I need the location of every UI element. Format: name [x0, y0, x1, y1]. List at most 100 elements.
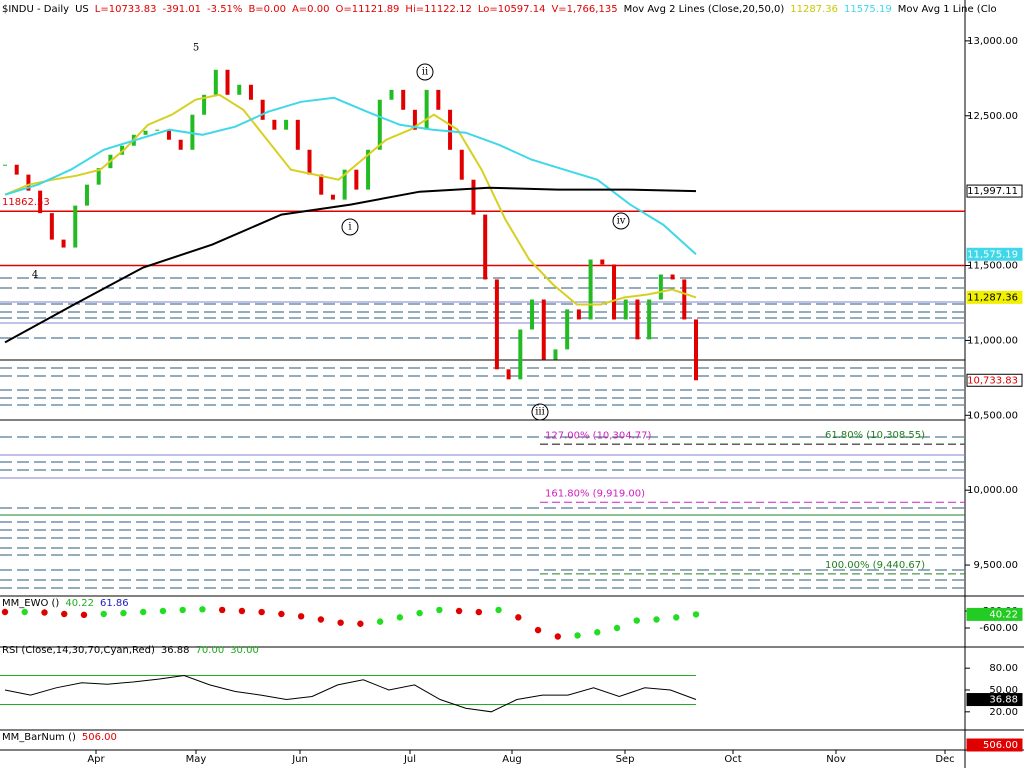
header-item: 36.88: [161, 645, 190, 656]
candle: [155, 129, 160, 131]
candle: [682, 279, 687, 320]
candle: [284, 119, 289, 130]
ewo-dot: [218, 606, 226, 614]
candle: [612, 264, 617, 320]
horizontal-line-label: 11862.53: [2, 197, 50, 208]
pane-header: MM_BarNum () 506.00: [2, 732, 117, 743]
candle: [436, 89, 441, 110]
candle: [623, 299, 628, 320]
candle: [377, 99, 382, 150]
header-item: Lo=10597.14: [478, 4, 546, 15]
ewo-dot: [574, 632, 581, 639]
value-tag-label: 11,575.19: [967, 249, 1018, 260]
candle: [389, 89, 394, 100]
candle: [600, 259, 605, 265]
ewo-dot: [297, 613, 305, 620]
ewo-dot: [475, 608, 483, 616]
candle: [670, 274, 675, 280]
candle: [412, 109, 417, 130]
ewo-dot: [376, 618, 384, 625]
candle: [506, 369, 511, 380]
candle: [471, 179, 476, 215]
value-tag-label: 36.88: [989, 695, 1018, 706]
candle: [553, 349, 558, 360]
ewo-dot: [534, 626, 542, 634]
fib-label: 61.80% (10,308.55): [825, 430, 925, 441]
value-tag-label: 40.22: [989, 609, 1018, 620]
ewo-dot: [41, 609, 48, 616]
value-tag: [966, 184, 1023, 198]
candle: [61, 239, 66, 248]
candle: [366, 149, 371, 190]
x-tick-label: Oct: [724, 754, 741, 765]
candle: [295, 119, 300, 150]
header-item: MM_BarNum (): [2, 732, 76, 743]
candle: [225, 69, 230, 95]
y-tick-label: -600.00: [979, 623, 1018, 634]
ewo-dot: [554, 633, 561, 640]
rsi-line: [4, 674, 697, 713]
wave-label: 5: [193, 43, 199, 54]
moving-average: [4, 96, 697, 256]
moving-average: [4, 93, 697, 306]
y-tick-label: 9,500.00: [973, 560, 1018, 571]
ewo-dot: [436, 606, 443, 614]
fib-label: 161.80% (9,919.00): [545, 488, 645, 499]
x-tick-label: Nov: [826, 754, 846, 765]
candle: [248, 84, 253, 100]
x-tick-label: Apr: [87, 754, 105, 765]
ewo-dot: [673, 614, 680, 621]
header-item: Hi=11122.12: [405, 4, 471, 15]
candle: [330, 194, 335, 200]
candle: [576, 309, 581, 320]
ewo-dot: [278, 610, 285, 618]
value-tag-label: 11,997.11: [967, 186, 1018, 197]
candle: [96, 168, 101, 185]
x-tick-label: Jun: [291, 754, 308, 765]
ewo-dot: [80, 611, 88, 619]
pane-header: $INDU - Daily US L=10733.83 -391.01 -3.51% B=…: [2, 4, 997, 15]
header-item: -391.01: [162, 4, 201, 15]
y-tick-label: 80.00: [989, 663, 1018, 674]
y-tick-label: 11,000.00: [967, 335, 1018, 346]
ewo-dot: [238, 607, 246, 615]
pane-header: RSI (Close,14,30,70,Cyan,Red) 36.88 70.00 3…: [2, 645, 259, 656]
candle: [494, 279, 499, 370]
x-tick-label: May: [186, 754, 207, 765]
wave-label: i: [348, 222, 351, 233]
value-tag: [966, 693, 1023, 707]
y-tick-label: 12,500.00: [967, 111, 1018, 122]
header-item: US: [75, 4, 89, 15]
wave-label: iii: [535, 407, 545, 418]
value-tag-label: 10,733.83: [967, 375, 1018, 386]
header-item: RSI (Close,14,30,70,Cyan,Red): [2, 645, 155, 656]
x-tick-label: Jul: [403, 754, 416, 765]
value-tag: [966, 607, 1023, 621]
ewo-dot: [653, 616, 660, 623]
candle: [565, 309, 570, 350]
candle: [143, 130, 148, 135]
candle: [84, 184, 89, 206]
header-item: 506.00: [82, 732, 117, 743]
candle: [424, 89, 429, 130]
ewo-dot: [357, 620, 364, 627]
candle: [459, 149, 464, 180]
wave-label: ii: [422, 67, 428, 78]
wave-label: iv: [617, 216, 626, 227]
candle: [518, 329, 523, 380]
candle: [694, 319, 698, 381]
fib-label: 127.00% (10,304.77): [545, 431, 651, 442]
ewo-dot: [159, 607, 167, 615]
x-tick-label: Sep: [616, 754, 635, 765]
header-item: MM_EWO (): [2, 598, 59, 609]
header-item: 11575.19: [844, 4, 892, 15]
candle: [260, 99, 265, 120]
header-item: Mov Avg 1 Line (Clo: [898, 4, 997, 15]
ewo-dot: [396, 614, 404, 621]
header-item: L=10733.83: [95, 4, 157, 15]
ewo-dot: [594, 629, 601, 636]
candle: [658, 274, 663, 300]
y-tick-label: 50.00: [989, 685, 1018, 696]
value-tag: [966, 373, 1023, 387]
